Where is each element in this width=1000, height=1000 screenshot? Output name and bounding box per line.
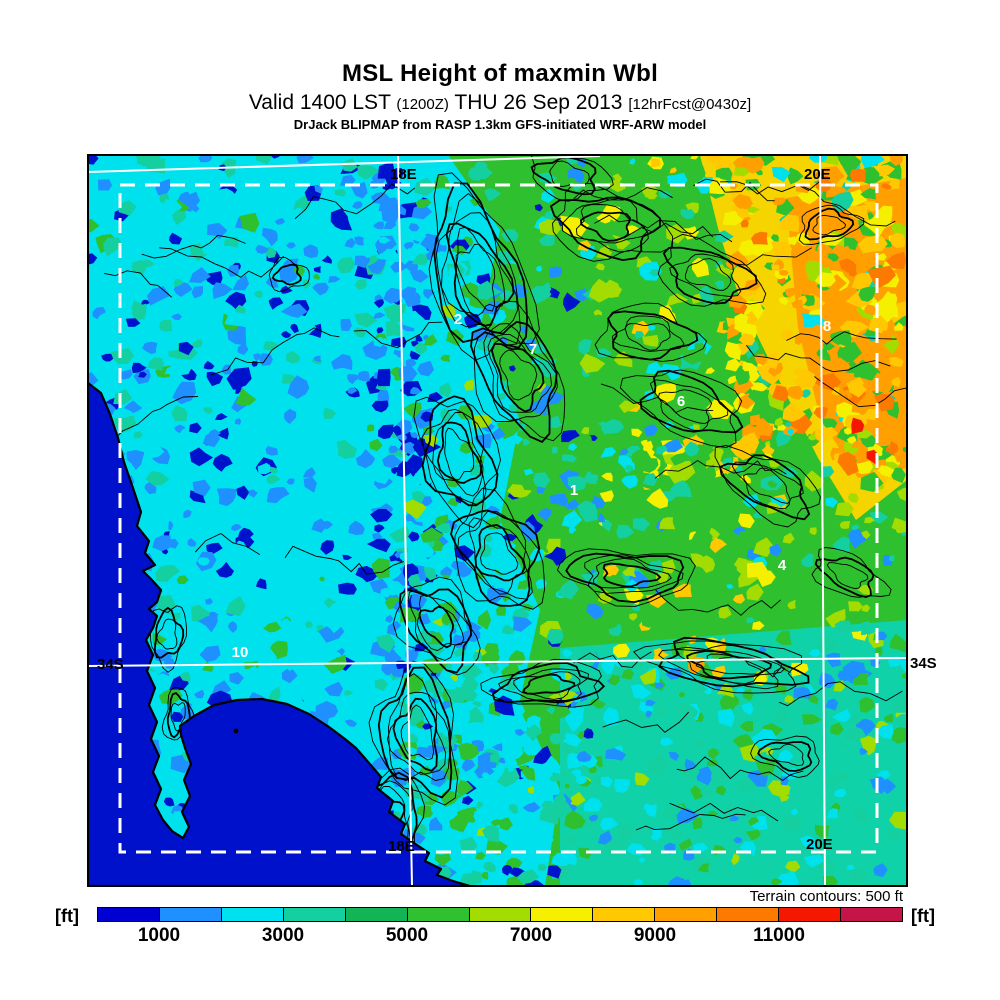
valid-zulu: (1200Z) <box>396 95 449 113</box>
graticule-label-lon-20e-top: 20E <box>804 166 831 183</box>
colorbar-tick: 5000 <box>385 925 429 946</box>
graticule-label-lat-34s-right: 34S <box>910 655 937 672</box>
valid-time-line: Valid 1400 LST (1200Z) THU 26 Sep 2013 [… <box>0 91 1000 115</box>
colorbar-segment <box>593 908 656 921</box>
colorbar-segment <box>98 908 160 921</box>
colorbar-tick: 1000 <box>137 925 181 946</box>
site-number-7: 7 <box>529 341 537 358</box>
site-number-1: 1 <box>570 482 578 499</box>
colorbar-ticks: 1000 3000 5000 7000 9000 11000 <box>97 925 903 949</box>
colorbar-segment <box>159 908 222 921</box>
colorbar-segment <box>779 908 842 921</box>
site-number-4: 4 <box>778 557 787 574</box>
valid-time: Valid 1400 LST <box>248 90 391 114</box>
graticule-label-lon-20e-bottom: 20E <box>806 836 833 853</box>
colorbar-tick: 3000 <box>261 925 305 946</box>
legend-unit-right: [ft] <box>911 906 935 926</box>
colorbar-segment <box>655 908 718 921</box>
site-number-2: 2 <box>454 311 462 328</box>
header: MSL Height of maxmin Wbl Valid 1400 LST … <box>0 60 1000 133</box>
colorbar-tick: 7000 <box>509 925 553 946</box>
colorbar <box>97 907 903 922</box>
site-number-10: 10 <box>232 644 249 661</box>
terrain-contours-note: Terrain contours: 500 ft <box>749 888 903 905</box>
colorbar-segment <box>407 908 470 921</box>
graticule-label-lat-34s-left: 34S <box>97 656 124 673</box>
colorbar-tick: 11000 <box>753 925 805 946</box>
site-number-8: 8 <box>823 318 831 335</box>
forecast-tag: [12hrFcst@0430z] <box>628 95 752 113</box>
map-border <box>87 154 908 887</box>
graticule-label-lon-18e-top: 18E <box>390 166 417 183</box>
page-title: MSL Height of maxmin Wbl <box>341 60 659 87</box>
colorbar-segment <box>841 908 902 921</box>
legend-unit-left: [ft] <box>55 906 79 926</box>
colorbar-segment <box>221 908 284 921</box>
colorbar-segment <box>469 908 532 921</box>
colorbar-tick: 9000 <box>633 925 677 946</box>
colorbar-segment <box>717 908 780 921</box>
colorbar-segment <box>531 908 594 921</box>
site-number-6: 6 <box>677 393 685 410</box>
graticule-label-lon-18e-bottom: 18E <box>388 838 415 855</box>
colorbar-segment <box>283 908 346 921</box>
valid-date: THU 26 Sep 2013 <box>454 90 623 114</box>
model-credit-line: DrJack BLIPMAP from RASP 1.3km GFS-initi… <box>293 116 707 132</box>
colorbar-segment <box>345 908 408 921</box>
